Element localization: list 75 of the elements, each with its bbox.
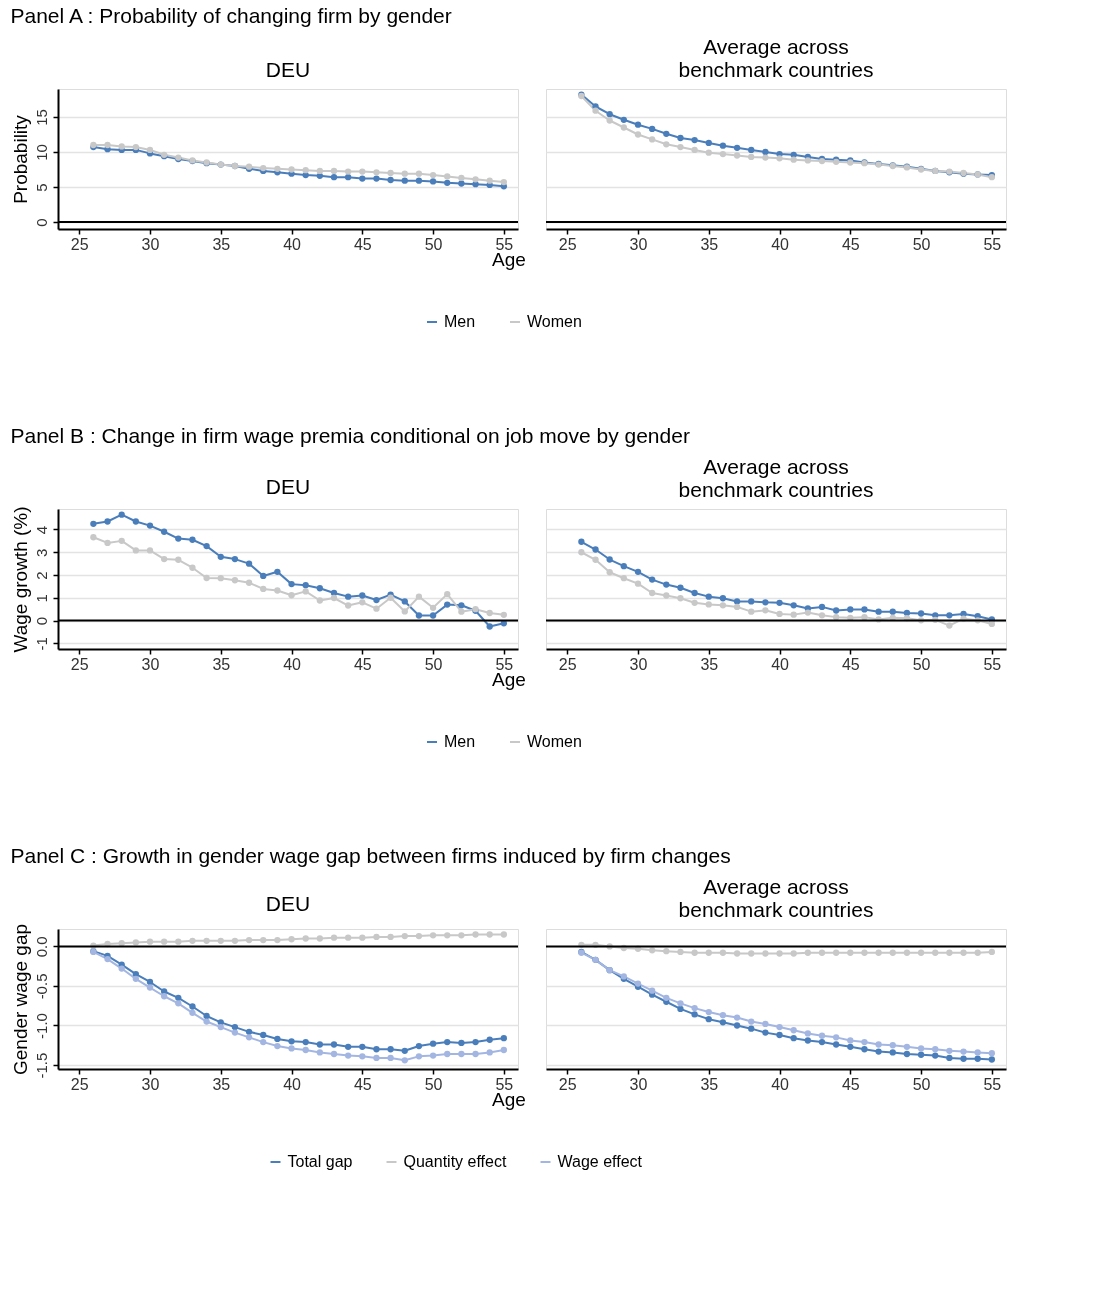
x-tick-label: 50 [912,235,931,253]
y-axis-title: Probability [9,114,31,204]
y-tick-label: -0.5 [32,973,50,1000]
x-tick-label: 55 [495,1075,514,1093]
chart-title: Panel C : Growth in gender wage gap between firms induced by firm changes [10,843,731,867]
x-tick-label: 45 [841,1075,860,1093]
y-tick-label: -1.0 [32,1013,50,1039]
x-tick-label: 45 [353,1075,372,1093]
x-tick-label: 55 [983,235,1002,253]
x-tick-label: 30 [141,655,160,673]
x-tick-label: 30 [629,235,648,253]
chart-subtitle: Average across benchmark countries [678,875,874,921]
x-tick-label: 30 [629,655,648,673]
x-tick-label: 25 [70,1075,89,1093]
legend-label: Total gap [287,1153,353,1170]
x-tick-label: 45 [353,655,372,673]
x-tick-label: 50 [912,1075,931,1093]
legend-label: Men [444,733,476,750]
y-tick-label: 5 [32,183,50,192]
y-tick-label: 2 [32,571,50,580]
y-axis-title: Wage growth (%) [9,506,31,653]
x-tick-label: 35 [212,1075,231,1093]
x-tick-label: 45 [353,235,372,253]
y-tick-label: 3 [32,548,50,557]
y-axis-title: Gender wage gap [9,923,31,1076]
chart-title: Panel B : Change in firm wage premia conditional on job move by gender [10,423,690,447]
x-tick-label: 45 [841,235,860,253]
x-tick-label: 30 [629,1075,648,1093]
x-tick-label: 40 [283,1075,302,1093]
y-tick-label: -1.5 [32,1052,50,1079]
x-tick-label: 55 [495,655,514,673]
x-tick-label: 55 [983,655,1002,673]
x-tick-label: 35 [212,235,231,253]
chart-subtitle: Average across benchmark countries [678,35,874,81]
x-tick-label: 55 [495,235,514,253]
x-tick-label: 40 [283,235,302,253]
y-tick-label: 1 [32,594,50,603]
y-tick-label: 0.0 [32,936,50,958]
x-tick-label: 25 [558,1075,577,1093]
x-tick-label: 35 [700,1075,719,1093]
y-tick-label: 10 [32,144,50,161]
x-tick-label: 50 [912,655,931,673]
x-tick-label: 35 [700,655,719,673]
y-tick-label: 15 [32,109,50,126]
y-tick-label: 0 [32,616,50,626]
chart-title: Panel A : Probability of changing firm by gender [10,3,452,27]
x-tick-label: 50 [424,655,443,673]
x-tick-label: 50 [424,235,443,253]
x-tick-label: 25 [70,235,89,253]
x-tick-label: 40 [771,1075,790,1093]
x-tick-label: 25 [558,655,577,673]
chart-subtitle: DEU [265,892,311,916]
x-tick-label: 35 [212,655,231,673]
x-tick-label: 55 [983,1075,1002,1093]
x-tick-label: 30 [141,1075,160,1093]
legend-label: Women [527,313,582,330]
chart-subtitle: DEU [265,58,311,81]
x-tick-label: 35 [700,235,719,253]
y-tick-label: -1 [32,637,50,651]
legend-label: Men [444,313,476,330]
legend-label: Wage effect [557,1153,643,1170]
legend-label: Women [527,733,582,750]
x-tick-label: 25 [558,235,577,253]
y-tick-label: 0 [32,218,50,227]
legend-label: Quantity effect [403,1153,507,1170]
chart-subtitle: Average across benchmark countries [678,455,874,501]
x-tick-label: 30 [141,235,160,253]
chart-subtitle: DEU [265,474,311,498]
y-tick-label: 4 [32,525,50,535]
x-tick-label: 45 [841,655,860,673]
x-tick-label: 40 [283,655,302,673]
x-tick-label: 25 [70,655,89,673]
x-tick-label: 40 [771,655,790,673]
x-tick-label: 40 [771,235,790,253]
x-tick-label: 50 [424,1075,443,1093]
